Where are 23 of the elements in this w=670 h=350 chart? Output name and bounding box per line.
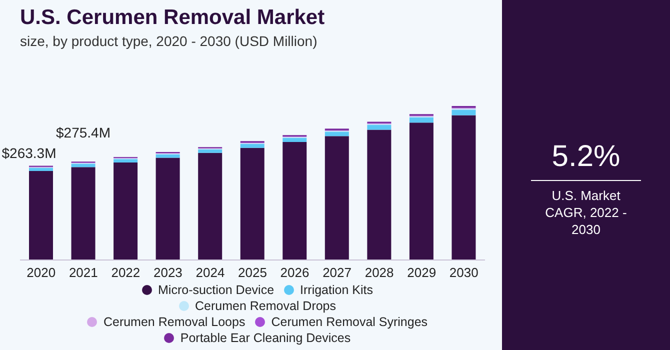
x-tick-label: 2024 bbox=[196, 265, 225, 280]
chart-title: U.S. Cerumen Removal Market bbox=[20, 6, 325, 30]
legend-label: Cerumen Removal Syringes bbox=[270, 314, 428, 330]
legend-label: Cerumen Removal Loops bbox=[102, 314, 246, 330]
x-tick-label: 2025 bbox=[238, 265, 267, 280]
x-tick-label: 2027 bbox=[322, 265, 352, 280]
x-tick-label: 2026 bbox=[280, 265, 310, 280]
annotation: $263.3M bbox=[2, 144, 56, 161]
x-tick-label: 2029 bbox=[407, 265, 436, 280]
x-tick-label: 2020 bbox=[26, 265, 56, 280]
legend-label: Cerumen Removal Drops bbox=[194, 298, 336, 314]
legend-label: Portable Ear Cleaning Devices bbox=[179, 330, 351, 346]
annotation: $275.4M bbox=[56, 124, 111, 141]
text: U.S. Market CAGR, 2022 - 2030 bbox=[544, 187, 628, 238]
x-tick-label: 2022 bbox=[111, 265, 140, 280]
x-tick-label: 2030 bbox=[449, 265, 478, 280]
legend-label: Irrigation Kits bbox=[299, 282, 373, 298]
x-tick-label: 2028 bbox=[364, 265, 394, 280]
chart-subtitle: size, by product type, 2020 - 2030 (USD Million) bbox=[20, 33, 318, 49]
x-tick-label: 2021 bbox=[68, 265, 98, 280]
x-tick-label: 2023 bbox=[153, 265, 182, 280]
text: 5.2% bbox=[550, 140, 622, 174]
legend-label: Micro-suction Device bbox=[157, 282, 274, 298]
